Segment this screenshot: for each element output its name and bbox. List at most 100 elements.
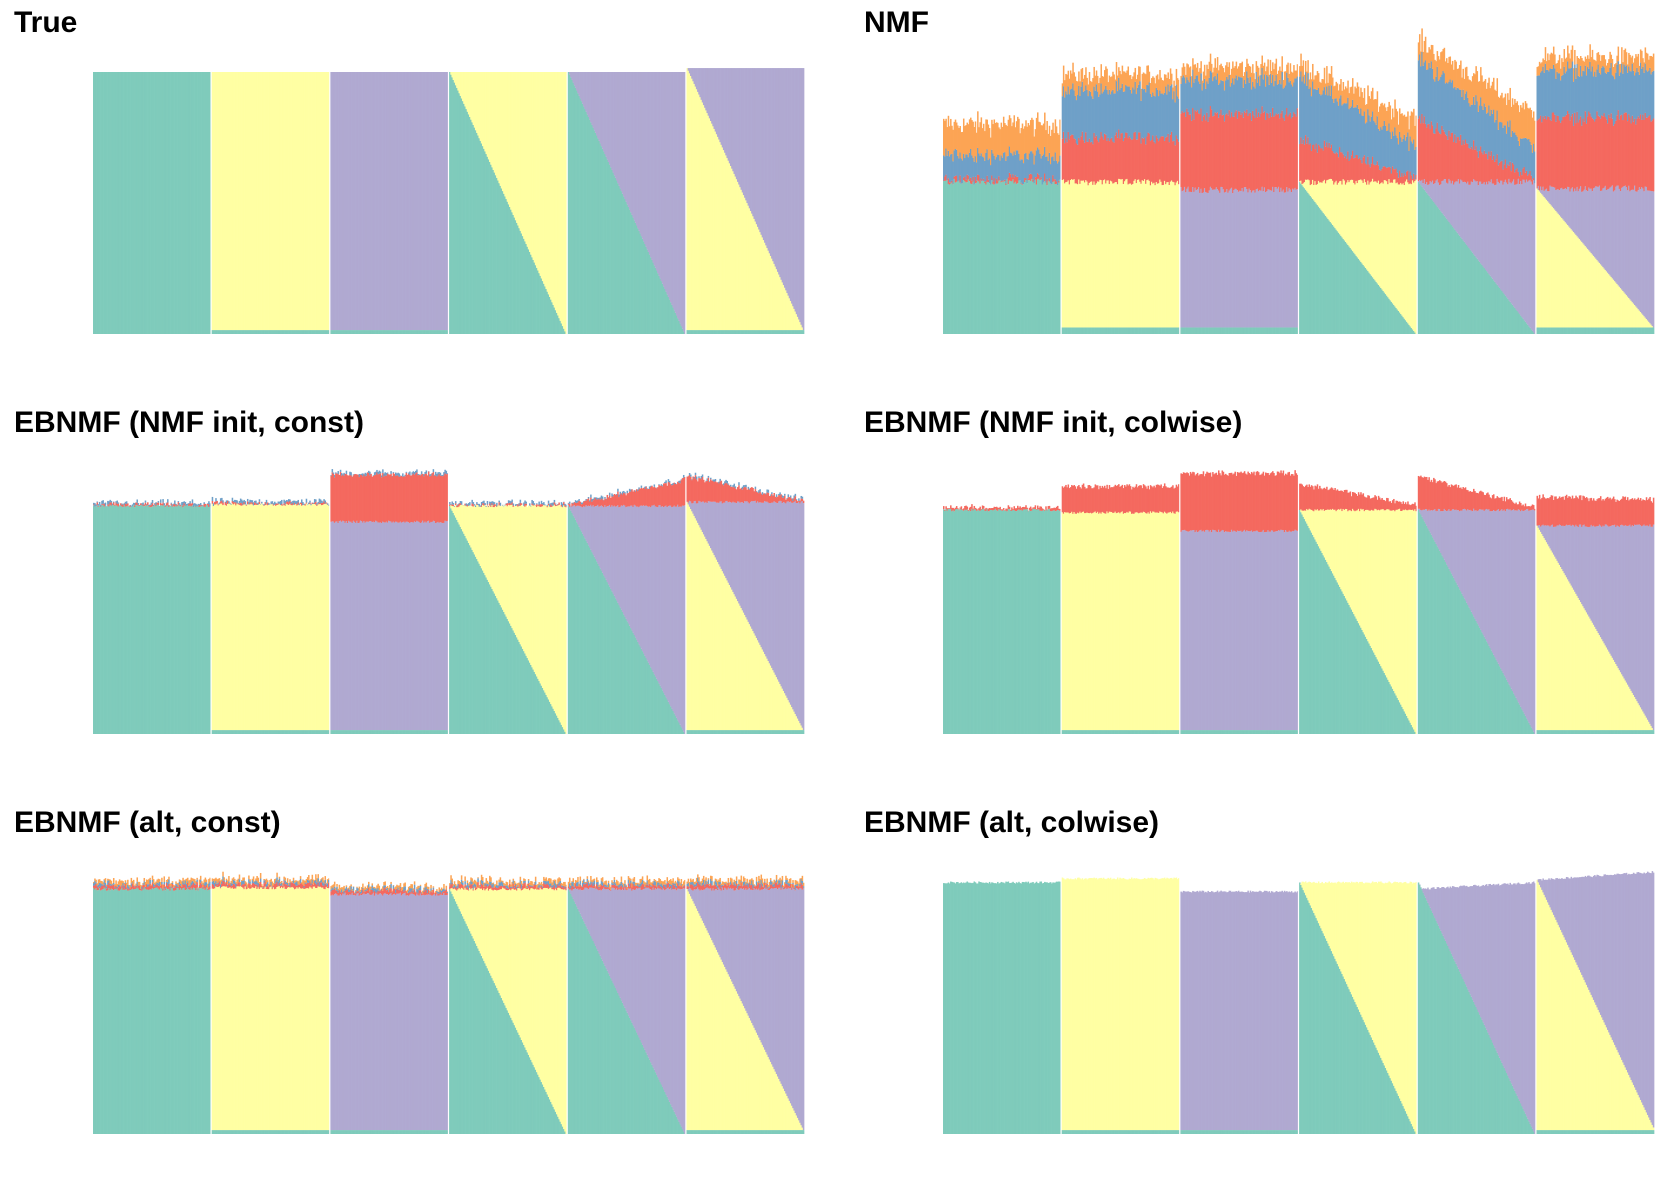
bar-segment-teal xyxy=(358,730,361,734)
bar-segment-yellow xyxy=(1636,307,1638,328)
bar-segment-yellow xyxy=(1619,288,1622,328)
bar-segment-orange xyxy=(1156,74,1159,90)
bar-segment-yellow xyxy=(1631,302,1634,328)
bar-segment-blue xyxy=(234,499,236,503)
bar-segment-orange xyxy=(1119,70,1121,90)
bar-segment-purple xyxy=(634,72,637,223)
bar-segment-yellow xyxy=(1107,180,1110,328)
bar-segment-blue xyxy=(1153,95,1155,142)
bar-segment-teal xyxy=(290,730,292,734)
bar-segment-purple xyxy=(1427,184,1429,195)
bar-segment-teal xyxy=(145,72,148,334)
bar-segment-red xyxy=(1249,112,1252,191)
bar-segment-purple xyxy=(350,72,352,331)
bar-segment-teal xyxy=(572,82,575,334)
bar-segment-red xyxy=(1463,144,1466,182)
bar-segment-red xyxy=(1587,116,1589,192)
bar-segment-teal xyxy=(278,330,281,334)
bar-segment-teal xyxy=(518,228,520,334)
group-divider xyxy=(1179,42,1181,334)
bar-segment-purple xyxy=(762,68,765,241)
bar-segment-teal xyxy=(228,730,230,734)
bar-segment-orange xyxy=(1286,64,1288,73)
bar-segment-red xyxy=(1241,112,1244,189)
bar-segment-teal xyxy=(694,330,697,334)
bar-segment-teal xyxy=(985,184,987,334)
bar-segment-orange xyxy=(1190,76,1193,88)
bar-segment-blue xyxy=(244,501,247,505)
bar-segment-blue xyxy=(1114,93,1117,136)
bar-segment-yellow xyxy=(1155,182,1158,328)
bar-segment-blue xyxy=(250,500,252,503)
bar-segment-yellow xyxy=(1173,182,1175,328)
bar-segment-red xyxy=(1116,137,1119,185)
bar-segment-yellow xyxy=(1357,180,1360,259)
bar-segment-teal xyxy=(1081,327,1084,334)
bar-segment-blue xyxy=(1162,94,1165,137)
bar-segment-red xyxy=(1639,114,1642,190)
bar-segment-teal xyxy=(1207,327,1209,334)
bar-segment-purple xyxy=(600,72,603,147)
bar-segment-red xyxy=(1290,118,1293,192)
bar-segment-teal xyxy=(1462,240,1464,334)
bar-segment-yellow xyxy=(298,505,301,731)
bar-segment-red xyxy=(1189,114,1192,192)
bar-segment-teal xyxy=(964,181,966,334)
bar-segment-blue xyxy=(1634,75,1636,119)
bar-segment-red xyxy=(1111,137,1113,182)
bar-segment-yellow xyxy=(799,322,801,331)
bar-segment-blue xyxy=(1449,79,1452,137)
bar-segment-yellow xyxy=(1120,179,1122,328)
bar-segment-blue xyxy=(225,500,228,504)
bar-segment-purple xyxy=(1538,190,1541,192)
bar-segment-yellow xyxy=(1411,180,1414,330)
bar-segment-teal xyxy=(1631,327,1634,334)
bar-segment-blue xyxy=(104,502,107,506)
bar-segment-teal xyxy=(171,72,174,334)
bar-segment-blue xyxy=(1076,95,1079,145)
bar-segment-purple xyxy=(715,68,718,135)
bar-segment-teal xyxy=(216,730,218,734)
bar-segment-yellow xyxy=(216,72,218,331)
bar-segment-red xyxy=(1196,110,1199,190)
bar-segment-blue xyxy=(1552,64,1555,113)
bar-segment-blue xyxy=(1132,87,1134,140)
bar-segment-red xyxy=(1589,113,1591,189)
bar-segment-blue xyxy=(1284,85,1287,115)
bar-segment-teal xyxy=(951,182,953,334)
bar-segment-teal xyxy=(131,506,134,734)
bar-segment-purple xyxy=(1234,188,1236,328)
bar-segment-red xyxy=(1602,116,1604,189)
bar-segment-yellow xyxy=(320,72,323,331)
bar-segment-orange xyxy=(1246,58,1248,72)
bar-segment-yellow xyxy=(319,72,322,331)
bar-segment-yellow xyxy=(249,504,251,731)
bar-segment-blue xyxy=(1384,125,1387,168)
bar-segment-teal xyxy=(751,330,753,334)
bar-segment-blue xyxy=(1596,69,1598,112)
bar-segment-teal xyxy=(1236,327,1239,334)
bar-segment-red xyxy=(1584,111,1587,187)
bar-segment-blue xyxy=(1461,97,1463,146)
bar-segment-teal xyxy=(95,72,97,334)
bar-segment-teal xyxy=(215,730,217,734)
bar-segment-purple xyxy=(1440,184,1442,212)
bar-segment-yellow xyxy=(1165,184,1167,328)
bar-segment-teal xyxy=(453,82,456,334)
bar-segment-red xyxy=(952,183,954,185)
bar-segment-orange xyxy=(1386,110,1388,131)
bar-segment-orange xyxy=(1400,114,1402,138)
bar-segment-teal xyxy=(309,730,311,734)
bar-segment-teal xyxy=(116,505,119,734)
bar-segment-red xyxy=(1299,143,1301,182)
bar-segment-blue xyxy=(1080,86,1083,137)
bar-segment-purple xyxy=(788,68,791,299)
bar-segment-orange xyxy=(1024,126,1026,154)
bar-segment-blue xyxy=(258,499,261,502)
bar-segment-blue xyxy=(196,504,198,506)
bar-segment-red xyxy=(1478,150,1481,182)
bar-segment-teal xyxy=(497,180,499,334)
bar-segment-teal xyxy=(666,294,669,334)
bar-segment-blue xyxy=(132,502,135,505)
bar-segment-teal xyxy=(350,730,352,734)
